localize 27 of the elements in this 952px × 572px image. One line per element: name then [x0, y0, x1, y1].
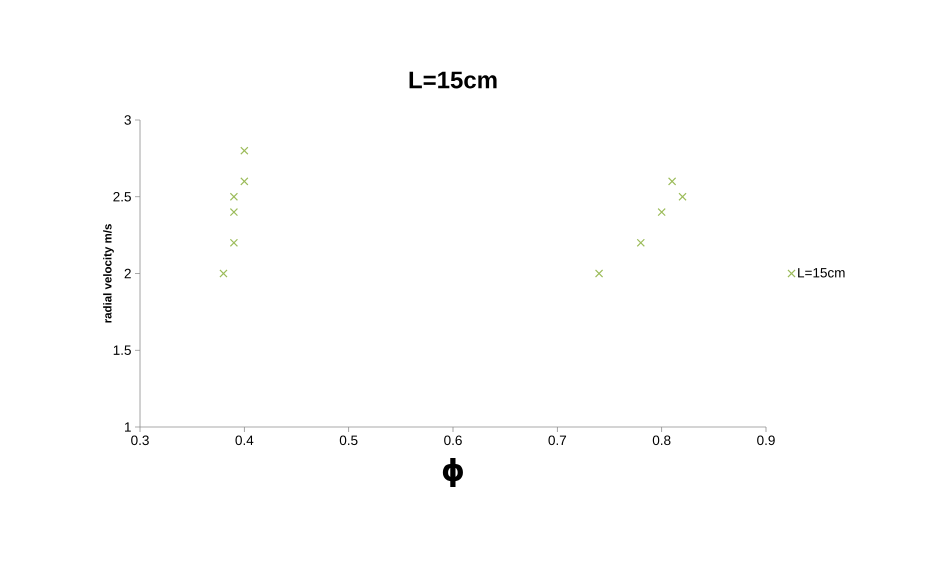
y-tick-label: 1 [125, 422, 131, 432]
x-tick-label: 0.5 [340, 436, 358, 446]
point [658, 208, 666, 216]
chart-title: L=15cm [410, 72, 497, 88]
point [230, 192, 238, 201]
point [240, 177, 248, 186]
point [219, 269, 228, 278]
y-tick-label: 1.5 [114, 346, 131, 355]
x-tick-label: 0.3 [131, 436, 149, 446]
x-tick-label: 0.7 [548, 436, 566, 446]
point [636, 238, 645, 247]
x-axis-title: ϕ [442, 458, 463, 487]
x-tick-label: 0.8 [652, 436, 670, 446]
x-tick-label: 0.6 [444, 436, 462, 446]
y-tick-label: 2.5 [113, 192, 131, 202]
y-axis-title: radial velocity m/s [103, 224, 114, 323]
legend-label: L=15cm [798, 268, 845, 278]
point [240, 146, 248, 155]
point [230, 208, 238, 216]
y-tick-label: 2 [124, 268, 131, 278]
point [678, 192, 687, 201]
point [668, 177, 676, 186]
point [594, 269, 604, 278]
y-tick-label: 3 [124, 115, 131, 125]
x-tick-label: 0.4 [235, 436, 254, 446]
point [230, 238, 238, 247]
x-tick-label: 0.9 [757, 436, 775, 446]
